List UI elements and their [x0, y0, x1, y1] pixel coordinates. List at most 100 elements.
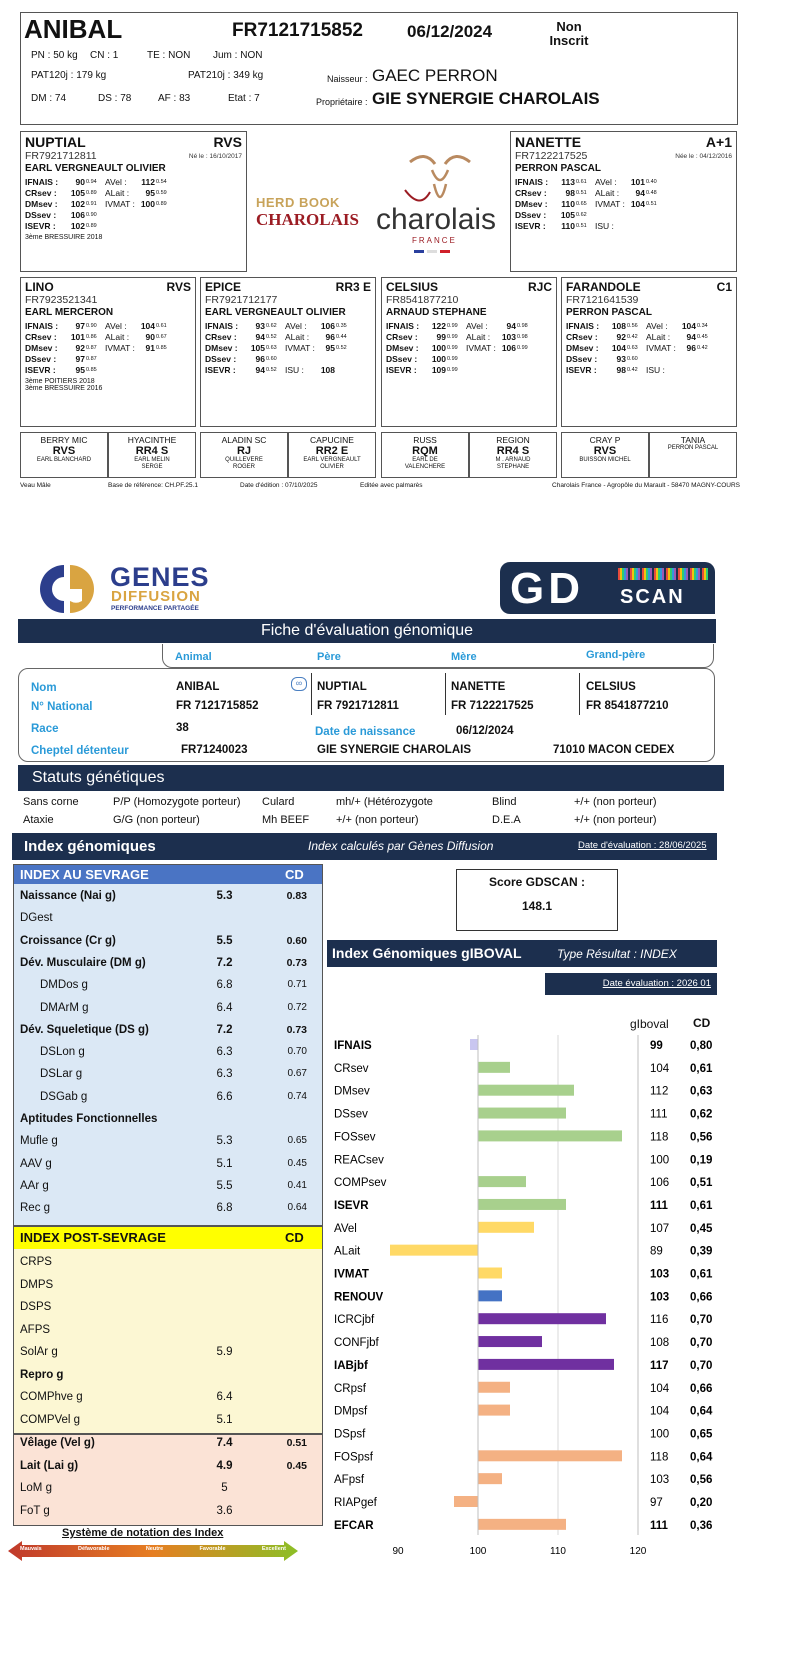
te: TE : NON: [147, 50, 191, 61]
bar-value: 118: [650, 1451, 668, 1463]
scale-label: Défavorable: [78, 1546, 110, 1552]
footer-base: Base de référence: CH.PF.25.1: [108, 482, 198, 489]
great-grandparent-card: CAPUCINE RR2 E EARL VERGNEAULT OLIVIER: [288, 432, 376, 478]
animal-birthdate: 06/12/2024: [407, 22, 493, 41]
footer-date: Date d'édition : 07/10/2025: [240, 482, 318, 489]
iboval-bar-chart: IFNAIS 99 0,80 CRsev 104 0,61 DMsev 112 0,63 DSse…: [334, 1035, 713, 1555]
value-nom: ANIBAL: [176, 681, 220, 693]
bar-value: 103: [650, 1269, 669, 1281]
bar-cd: 0,56: [690, 1131, 712, 1143]
index-date: Date d'évaluation : 28/06/2025: [578, 840, 707, 851]
index-row: DSLon g 6.3 0.70: [40, 1046, 307, 1059]
statut-cell: Ataxie: [23, 814, 54, 826]
notation-title: Système de notation des Index: [62, 1527, 224, 1539]
bar-value: 104: [650, 1383, 670, 1395]
bar-label: CRsev: [334, 1063, 369, 1075]
index-row: Vêlage (Vel g) 7.4 0.51: [20, 1437, 307, 1449]
index-row: CRPS: [20, 1256, 52, 1268]
bar-value: 100: [650, 1154, 669, 1166]
bar-fospsf: [478, 1450, 622, 1462]
card-name: NUPTIAL RVS: [25, 134, 242, 150]
bar-value: 89: [650, 1246, 663, 1258]
performance-text: PERFORMANCE PARTAGÉE: [111, 605, 199, 612]
bar-cd: 0,56: [690, 1474, 712, 1486]
index-row: Dév. Squeletique (DS g) 7.2 0.73: [20, 1023, 307, 1036]
statut-cell: Mh BEEF: [262, 814, 310, 826]
bar-label: AFpsf: [334, 1474, 365, 1486]
post-sevrage-title: INDEX POST-SEVRAGE: [20, 1230, 166, 1245]
value-race: 38: [176, 722, 189, 734]
bar-label: ISEVR: [334, 1200, 369, 1212]
x-tick: 110: [550, 1546, 566, 1555]
bar-cd: 0,64: [690, 1406, 713, 1418]
pat210: PAT210j : 349 kg: [188, 70, 264, 81]
bar-cd: 0,66: [690, 1383, 712, 1395]
card-national: FR7921712811 Né le : 16/10/2017: [25, 150, 242, 162]
bar-value: 118: [650, 1131, 668, 1143]
bar-label: AVel: [334, 1223, 357, 1235]
bar-value: 103: [650, 1291, 669, 1303]
bar-value: 99: [650, 1040, 663, 1052]
value-national: FR 7121715852: [176, 700, 259, 712]
bar-value: 107: [650, 1223, 669, 1235]
x-tick: 120: [630, 1546, 647, 1555]
bar-label: IFNAIS: [334, 1040, 372, 1052]
proprietaire: GIE SYNERGIE CHAROLAIS: [372, 89, 600, 108]
bar-label: COMPsev: [334, 1177, 387, 1189]
bar-cd: 0,63: [690, 1086, 712, 1098]
scale-label: Excellent: [261, 1546, 286, 1552]
herd-book-logo: HERD BOOK CHAROLAIS: [256, 195, 376, 230]
label-race: Race: [31, 723, 59, 735]
statut-cell: G/G (non porteur): [113, 814, 200, 826]
dm: DM : 74: [31, 93, 67, 104]
col-divider-1: [311, 673, 312, 715]
scale-label: Mauvais: [20, 1546, 42, 1552]
herd-book-text: HERD BOOK: [256, 195, 340, 210]
index-row: Dév. Musculaire (DM g) 7.2 0.73: [20, 956, 307, 969]
col-gIboval: gIboval: [630, 1017, 669, 1031]
bar-label: DSsev: [334, 1109, 368, 1121]
bar-fossev: [478, 1130, 622, 1142]
great-grandparent-card: TANIA PERRON PASCAL: [649, 432, 737, 478]
charolais-wordmark: charolais: [376, 203, 497, 236]
header-pere: Père: [317, 651, 341, 663]
chart-date-bar: Date évaluation : 2026 01: [545, 973, 717, 995]
bar-compsev: [478, 1176, 526, 1188]
index-row: DMDos g 6.8 0.71: [40, 979, 307, 992]
grandparent-card: EPICE RR3 E FR7921712177 EARL VERGNEAULT …: [200, 277, 376, 427]
footer-address: Charolais France - Agropôle du Marault -…: [552, 482, 740, 489]
charolais-bull-logo: [404, 155, 471, 202]
bar-label: CONFjbf: [334, 1337, 380, 1349]
index-row: DSGab g 6.6 0.74: [40, 1090, 307, 1103]
col-cd: CD: [693, 1016, 711, 1030]
statuts-title-bar: Statuts génétiques: [18, 765, 724, 791]
card-palmares: 3ème POITIERS 2018 3ème BRESSUIRE 2016: [25, 378, 103, 392]
bar-riapgef: [454, 1496, 478, 1507]
pedigree-footer: Veau Mâle Base de référence: CH.PF.25.1 …: [20, 482, 740, 489]
ds: DS : 78: [98, 93, 132, 104]
card-owner: ARNAUD STEPHANE: [386, 307, 487, 318]
bar-value: 106: [650, 1177, 669, 1189]
naisseur: GAEC PERRON: [372, 66, 498, 85]
bar-cd: 0,51: [690, 1177, 713, 1189]
index-row: Lait (Lai g) 4.9 0.45: [20, 1459, 307, 1472]
inscription-status: Non Inscrit: [549, 19, 589, 48]
index-title: Index génomiques: [24, 838, 156, 855]
animal-name: ANIBAL: [24, 14, 123, 44]
great-grandparent-card: CRAY P RVS BUISSON MICHEL: [561, 432, 649, 478]
bar-label: DMpsf: [334, 1406, 368, 1418]
bar-icrcjbf: [478, 1313, 606, 1325]
chart-title: Index Génomiques gIBOVAL: [332, 945, 522, 961]
flag-marks: [414, 250, 450, 253]
card-stats: IFNAIS :93 0.62 AVel :106 0.35 CRsev :94 0.52…: [205, 321, 347, 375]
index-subtitle: Index calculés par Gènes Diffusion: [308, 839, 494, 853]
link-icon[interactable]: ∞: [291, 677, 307, 691]
card-stats: IFNAIS :108 0.56 AVel :104 0.34 CRsev :92 0.4…: [566, 321, 708, 375]
naisseur-label: Naisseur :: [327, 74, 368, 84]
bar-iabjbf: [478, 1358, 614, 1370]
index-row: COMPVel g 5.1: [20, 1413, 233, 1426]
index-row: Mufle g 5.3 0.65: [20, 1135, 307, 1148]
diffusion-logo-text: DIFFUSION: [111, 588, 201, 605]
bar-value: 117: [650, 1360, 669, 1372]
bar-cd: 0,66: [690, 1291, 712, 1303]
